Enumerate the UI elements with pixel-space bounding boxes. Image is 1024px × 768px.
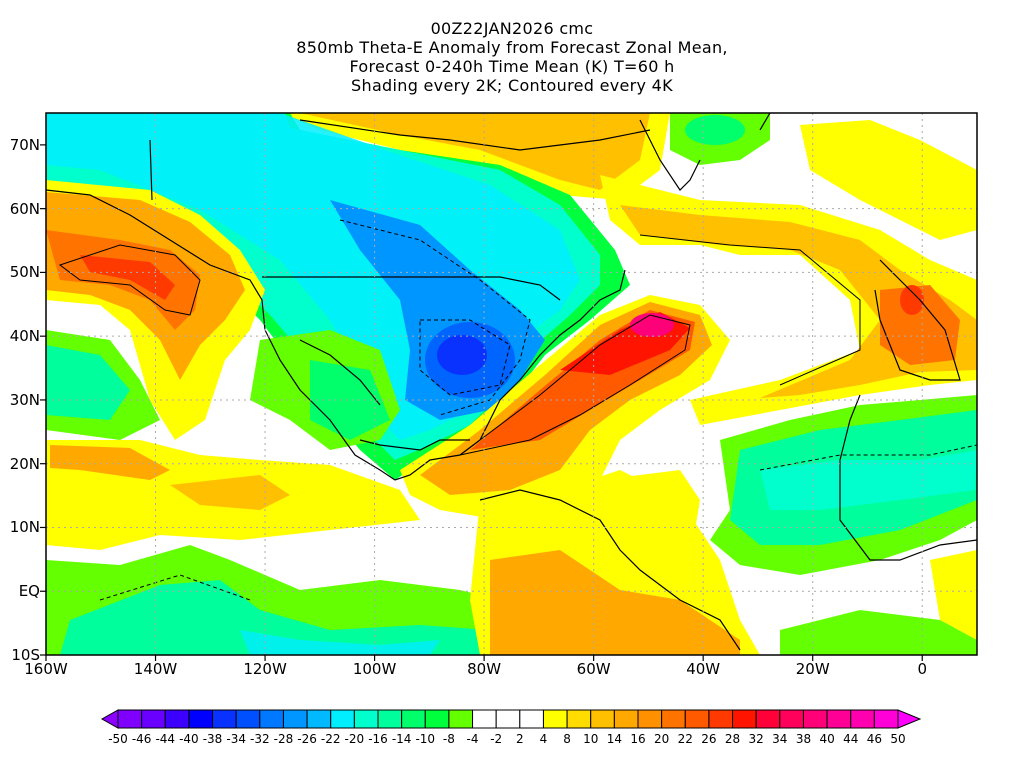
colorbar-box (472, 709, 497, 729)
colorbar-box (424, 709, 450, 729)
colorbar-label: -38 (202, 732, 223, 746)
lon-label: 120W (243, 660, 287, 678)
lon-label: 0 (917, 660, 927, 678)
colorbar-label: 20 (653, 732, 670, 746)
colorbar-box (259, 709, 284, 729)
axis-ticks (40, 144, 923, 661)
colorbar-label: -10 (415, 732, 436, 746)
colorbar-label: -14 (391, 732, 412, 746)
colorbar-label: 34 (772, 732, 788, 746)
colorbar-box (732, 709, 757, 729)
colorbar-box (401, 709, 426, 729)
colorbar-label: -4 (466, 732, 479, 746)
lon-label: 20W (795, 660, 830, 678)
colorbar-label: 50 (890, 732, 906, 746)
title-line-variable: 850mb Theta-E Anomaly from Forecast Zona… (296, 38, 728, 57)
colorbar-label: 4 (539, 732, 548, 746)
colorbar-box (519, 709, 544, 729)
lat-label: 40N (9, 327, 40, 346)
coastlines (46, 113, 977, 651)
colorbar-box (448, 709, 474, 729)
lat-label: 30N (9, 390, 40, 409)
colorbar-label: -50 (108, 732, 128, 746)
map-frame (45, 112, 978, 656)
colorbar-box (235, 709, 261, 729)
lon-label: 40W (686, 660, 721, 678)
lat-label: 60N (9, 199, 40, 218)
lon-label: 160W (24, 660, 68, 678)
lon-label: 140W (133, 660, 178, 678)
colorbar-label: 28 (724, 732, 741, 746)
positive-contours (58, 234, 861, 456)
colorbar-label: -44 (155, 732, 176, 746)
colorbar-box (330, 709, 355, 729)
colorbar-box (566, 709, 592, 729)
colorbar-label: 16 (630, 732, 646, 746)
lat-label: 70N (9, 135, 40, 154)
colorbar-label: 32 (748, 732, 764, 746)
colorbar-label: -34 (226, 732, 246, 746)
lon-label: 80W (467, 660, 502, 678)
colorbar-box (684, 709, 710, 729)
colorbar-box (661, 709, 686, 729)
colorbar-label: 2 (515, 732, 524, 746)
colorbar-label: 22 (677, 732, 693, 746)
lat-label: 10S (11, 646, 40, 664)
colorbar-label: 26 (701, 732, 717, 746)
colorbar-box (141, 709, 166, 729)
colorbar-box (306, 709, 332, 729)
colorbar-box (826, 709, 852, 729)
colorbar-box (377, 709, 403, 729)
colorbar-box (188, 709, 214, 729)
lat-label: EQ (18, 582, 40, 601)
colorbar-box (708, 709, 734, 729)
colorbar-box (590, 709, 615, 729)
colorbar-box (495, 709, 521, 729)
colorbar-box (117, 709, 143, 729)
colorbar-label: 46 (866, 732, 882, 746)
colorbar-label: -28 (273, 732, 294, 746)
colorbar-label: -46 (131, 732, 152, 746)
colorbar-over-triangle (897, 709, 922, 729)
colorbar-box (613, 709, 639, 729)
colorbar-label: 44 (843, 732, 859, 746)
colorbar-label: -16 (368, 732, 388, 746)
title-line-date-model: 00Z22JAN2026 cmc (430, 19, 594, 38)
lon-label: 100W (352, 660, 397, 678)
lat-lon-grid (46, 113, 977, 655)
colorbar-box (755, 709, 781, 729)
colorbar-box (637, 709, 663, 729)
colorbar-label: -32 (250, 732, 270, 746)
lat-label: 10N (9, 518, 40, 537)
colorbar-box (802, 709, 828, 729)
colorbar-label: 40 (819, 732, 835, 746)
warm-core-max (630, 313, 674, 337)
colorbar-box (164, 709, 190, 729)
lat-label: 50N (9, 263, 40, 282)
colorbar-label: 38 (795, 732, 812, 746)
colorbar-under-triangle (100, 709, 119, 729)
colorbar-label: -22 (320, 732, 341, 746)
colorbar-box (779, 709, 804, 729)
colorbar-label: 14 (606, 732, 622, 746)
title-line-forecast: Forecast 0-240h Time Mean (K) T=60 h (349, 57, 675, 76)
colorbar-label: 8 (563, 732, 571, 746)
lon-label: 60W (576, 660, 611, 678)
colorbar-box (542, 709, 568, 729)
colorbar-box (212, 709, 237, 729)
colorbar-box (850, 709, 875, 729)
colorbar-label: -40 (179, 732, 199, 746)
lat-label: 20N (9, 454, 40, 473)
colorbar-label: -2 (490, 732, 503, 746)
colorbar-label: 10 (583, 732, 599, 746)
colorbar-box (353, 709, 379, 729)
colorbar-label: -20 (344, 732, 365, 746)
colorbar-box (282, 709, 308, 729)
title-line-shading: Shading every 2K; Contoured every 4K (351, 76, 673, 95)
colorbar-label: -26 (297, 732, 317, 746)
colorbar-label: -8 (442, 732, 455, 746)
colorbar-box (873, 709, 899, 729)
